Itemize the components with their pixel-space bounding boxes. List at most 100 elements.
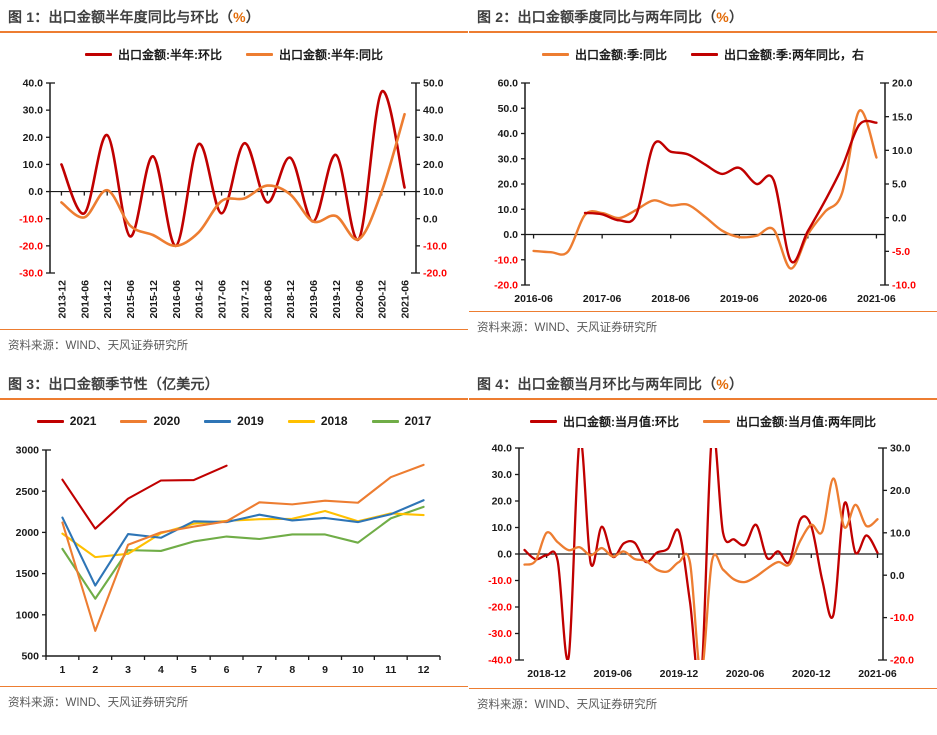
legend-line-swatch (371, 419, 399, 423)
legend-item: 出口金额:半年:同比 (246, 46, 383, 63)
axis-tick-label: 12 (418, 664, 430, 676)
axis-tick-label: 500 (21, 651, 39, 663)
axis-tick-label: 50.0 (498, 103, 519, 115)
chart-fig1: 40.0 30.0 20.0 10.0 0.0 -10.0 -20.0 -30.0 50.0 40… (19, 78, 447, 319)
axis-labels: 60.0 50.0 40.0 30.0 20.0 10.0 0.0 -10.0 -20.0 20.… (494, 78, 916, 305)
axis-tick-label: 20.0 (890, 485, 911, 497)
axis-tick-label: 10.0 (890, 527, 911, 539)
figure-1-title-text: 出口金额半年度同比与环比（ (48, 9, 234, 25)
figure-3-label: 图 3： (8, 376, 49, 392)
axis-tick-label: 2015-06 (125, 280, 137, 319)
series-line-出口金额:半年:同比 (60, 112, 406, 248)
axis-tick-label: -10.0 (494, 254, 518, 266)
legend-line-swatch (530, 419, 557, 423)
axis-tick-label: 2019-06 (720, 293, 759, 305)
figure-1-source-note: 资料来源：WIND、天风证券研究所 (0, 329, 468, 353)
legend-label: 出口金额:半年:同比 (279, 47, 383, 62)
axis-labels: 40.0 30.0 20.0 10.0 0.0 -10.0 -20.0 -30.0 50.0 40… (19, 78, 447, 319)
axis-tick-label: 20.0 (492, 496, 513, 508)
axis-tick-label: 2018-12 (527, 668, 566, 680)
source-text: 资料来源：WIND、天风证券研究所 (477, 699, 658, 711)
axis-tick-label: -30.0 (19, 268, 43, 280)
axis-tick-label: 2021-06 (857, 293, 896, 305)
legend-label: 出口金额:当月值:环比 (563, 414, 679, 429)
axis-tick-label: 2019-06 (308, 280, 320, 319)
axis-tick-label: 15.0 (892, 111, 913, 123)
axis-tick-label: 8 (289, 664, 295, 676)
axis-tick-label: 40.0 (492, 443, 513, 455)
legend-label: 出口金额:季:同比 (575, 47, 667, 62)
series-lines (532, 109, 878, 270)
axis-tick-label: 2017-06 (217, 280, 229, 319)
axis-tick-label: 2016-12 (194, 280, 206, 319)
axis-tick-label: 2020-12 (792, 668, 831, 680)
axis-labels: 40.0 30.0 20.0 10.0 0.0 -10.0 -20.0 -30.0 -40.0 3… (488, 443, 914, 680)
figure-2-source-note: 资料来源：WIND、天风证券研究所 (469, 311, 937, 335)
axis-tick-label: -10.0 (488, 575, 512, 587)
axis-tick-label: 0.0 (28, 186, 43, 198)
series-line-2019 (61, 499, 425, 587)
axes (515, 447, 887, 661)
axis-tick-label: 0.0 (503, 229, 518, 241)
axis-tick-label: 2013-12 (56, 280, 68, 319)
legend-item: 出口金额:当月值:环比 (530, 413, 679, 430)
figure-2-unit: % (716, 9, 729, 25)
axis-tick-label: 2019-06 (593, 668, 632, 680)
figure-1-unit: % (233, 9, 246, 25)
axes (42, 449, 441, 660)
axis-tick-label: 5 (191, 664, 197, 676)
figure-panel-2: 图 2：出口金额季度同比与两年同比（%） 出口金额:季:同比 出口金额:季:两年同… (469, 0, 937, 367)
axis-tick-label: 0.0 (892, 212, 907, 224)
axis-tick-label: 3 (125, 664, 131, 676)
axis-tick-label: 2020-06 (354, 280, 366, 319)
axis-tick-label: 0.0 (890, 570, 905, 582)
axis-tick-label: -10.0 (423, 240, 447, 252)
legend-item: 2020 (120, 414, 180, 428)
axis-tick-label: 2014-12 (102, 280, 114, 319)
figure-3-legend: 2021 2020 2019 2018 2017 (0, 406, 468, 436)
figure-panel-1: 图 1：出口金额半年度同比与环比（%） 出口金额:半年:环比 出口金额:半年:同比… (0, 0, 468, 367)
series-lines (523, 448, 879, 660)
figure-4-label: 图 4： (477, 376, 518, 392)
figure-4-title-text: 出口金额当月环比与两年同比（ (517, 376, 717, 392)
axis-tick-label: -5.0 (892, 246, 910, 258)
figure-panel-4: 图 4：出口金额当月环比与两年同比（%） 出口金额:当月值:环比 出口金额:当月值… (469, 367, 937, 734)
legend-line-swatch (120, 419, 148, 423)
axis-tick-label: -20.0 (494, 280, 518, 292)
legend-item: 出口金额:季:两年同比，右 (691, 46, 864, 63)
legend-line-swatch (204, 419, 232, 423)
axis-tick-label: 2021-06 (858, 668, 897, 680)
axis-tick-label: 0.0 (423, 213, 438, 225)
source-text: 资料来源：WIND、天风证券研究所 (8, 697, 189, 709)
axis-tick-label: -20.0 (488, 602, 512, 614)
axis-tick-label: 2019-12 (331, 280, 343, 319)
axis-tick-label: 30.0 (492, 469, 513, 481)
axis-tick-label: 10.0 (423, 186, 444, 198)
legend-label: 2020 (153, 414, 181, 428)
axis-tick-label: 60.0 (498, 78, 519, 90)
axis-tick-label: 6 (224, 664, 230, 676)
figure-4-title: 图 4：出口金额当月环比与两年同比（%） (469, 367, 937, 400)
axis-tick-label: 2017-06 (583, 293, 622, 305)
legend-label: 2021 (69, 414, 97, 428)
figure-1-legend: 出口金额:半年:环比 出口金额:半年:同比 (0, 39, 468, 69)
axis-tick-label: 2021-06 (400, 280, 412, 319)
axis-tick-label: 2 (92, 664, 98, 676)
series-line-出口金额:季:两年同比，右 (583, 119, 878, 264)
axis-tick-label: 10 (352, 664, 364, 676)
axis-tick-label: 2019-12 (660, 668, 699, 680)
legend-item: 出口金额:季:同比 (542, 46, 667, 63)
legend-label: 出口金额:半年:环比 (118, 47, 222, 62)
axis-tick-label: 9 (322, 664, 328, 676)
chart-fig4: 40.0 30.0 20.0 10.0 0.0 -10.0 -20.0 -30.0 -40.0 3… (488, 443, 914, 680)
series-line-出口金额:半年:环比 (60, 90, 406, 248)
axis-tick-label: -10.0 (892, 280, 916, 292)
legend-line-swatch (85, 52, 112, 56)
series-lines (61, 463, 425, 632)
axis-tick-label: 2018-12 (285, 280, 297, 319)
axis-tick-label: 2018-06 (262, 280, 274, 319)
axis-tick-label: 10.0 (492, 522, 513, 534)
legend-label: 2019 (237, 414, 264, 428)
axis-tick-label: 40.0 (23, 78, 44, 90)
axis-tick-label: 5.0 (892, 179, 907, 191)
